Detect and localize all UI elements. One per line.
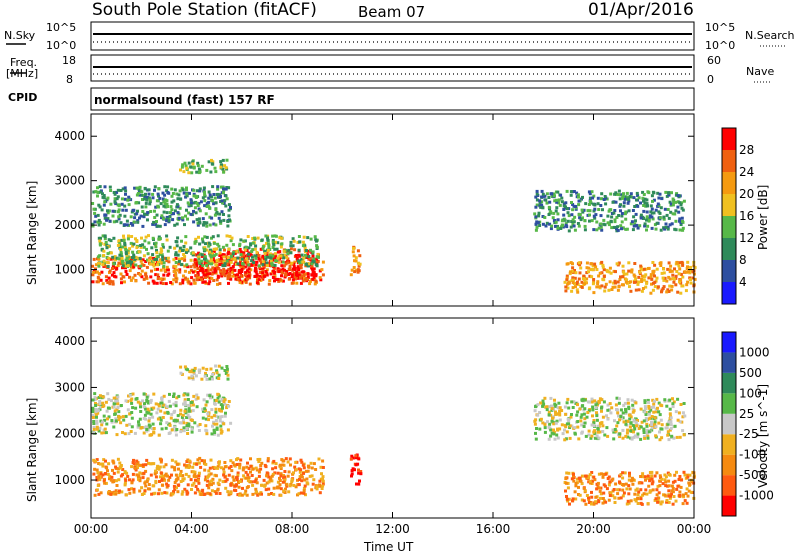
nsearch-tick-top: 10^5 (705, 21, 736, 34)
velocity-region-2 (179, 364, 230, 381)
freq-panel-frame (90, 54, 695, 82)
velocity-colorbar-segment (722, 332, 736, 353)
power-region-7 (563, 260, 697, 295)
xtick-label-2: 08:00 (275, 522, 310, 536)
nave-label: Nave (746, 65, 775, 78)
xtick-label-3: 12:00 (375, 522, 410, 536)
power-colorbar-segment (722, 128, 736, 150)
velocity-ytick-3: 4000 (54, 334, 85, 348)
xtick-label-1: 04:00 (174, 522, 209, 536)
xtick-label-0: 00:00 (74, 522, 109, 536)
station-title: South Pole Station (fitACF) (92, 0, 317, 20)
nave-tick-top: 60 (707, 54, 721, 67)
power-colorbar-tick-2: 12 (739, 231, 754, 245)
cpid-panel-frame (90, 87, 695, 111)
power-ytick-3: 4000 (54, 129, 85, 143)
velocity-region-4 (533, 396, 687, 442)
velocity-colorbar-segment (722, 475, 736, 496)
power-region-5 (349, 245, 362, 277)
nsearch-tick-bottom: 10^0 (705, 39, 736, 52)
velocity-colorbar-tick-0: -1000 (739, 489, 774, 503)
cpid-value: normalsound (fast) 157 RF (94, 93, 275, 107)
power-colorbar-tick-6: 28 (739, 143, 754, 157)
freq-label: Freq. (10, 56, 38, 69)
power-colorbar-tick-5: 24 (739, 165, 754, 179)
power-colorbar-segment (722, 150, 736, 172)
power-ytick-0: 1000 (54, 263, 85, 277)
power-colorbar-frame (721, 127, 737, 305)
power-colorbar-segment (722, 238, 736, 260)
power-colorbar-segment (722, 282, 736, 304)
velocity-region-3 (349, 453, 363, 486)
power-region-6 (533, 189, 686, 233)
velocity-colorbar-segment (722, 393, 736, 414)
velocity-colorbar-tick-7: 1000 (739, 345, 770, 359)
power-colorbar-segment (722, 260, 736, 282)
cpid-label: CPID (8, 91, 38, 104)
velocity-colorbar-tick-2: -100 (739, 448, 766, 462)
nsearch-label: N.Search (745, 29, 795, 42)
velocity-ytick-0: 1000 (54, 473, 85, 487)
date-label: 01/Apr/2016 (588, 0, 694, 20)
xlabel: Time UT (364, 540, 414, 554)
velocity-colorbar-tick-1: -500 (739, 468, 766, 482)
velocity-ytick-2: 3000 (54, 380, 85, 394)
velocity-colorbar-tick-5: 100 (739, 386, 762, 400)
velocity-colorbar-segment (722, 495, 736, 516)
power-colorbar-tick-0: 4 (739, 275, 747, 289)
velocity-colorbar-segment (722, 454, 736, 476)
xtick-label-6: 00:00 (677, 522, 712, 536)
freq-tick-top: 18 (62, 54, 76, 67)
velocity-colorbar-frame (721, 331, 737, 517)
power-region-4 (179, 158, 229, 175)
nsky-label: N.Sky (4, 29, 36, 42)
power-colorbar-segment (722, 216, 736, 238)
power-region-3 (91, 185, 232, 228)
xtick-label-4: 16:00 (476, 522, 511, 536)
velocity-colorbar-segment (722, 372, 736, 394)
velocity-colorbar-tick-4: 25 (739, 407, 754, 421)
power-ytick-2: 3000 (54, 174, 85, 188)
velocity-region-5 (563, 470, 696, 506)
velocity-colorbar-segment (722, 352, 736, 373)
power-colorbar-segment (722, 194, 736, 216)
nsky-tick-bottom: 10^0 (46, 39, 77, 52)
beam-label: Beam 07 (358, 3, 426, 21)
freq-tick-bottom: 8 (66, 73, 73, 86)
power-ytick-1: 2000 (54, 218, 85, 232)
power-colorbar-label: Power [dB] (756, 184, 770, 250)
velocity-ytick-1: 2000 (54, 427, 85, 441)
power-region-2 (96, 234, 320, 268)
velocity-region-1 (91, 392, 233, 437)
velocity-region-0 (92, 456, 325, 497)
power-colorbar-tick-4: 20 (739, 187, 754, 201)
velocity-colorbar-label: Velocity [m s^-1] (756, 383, 770, 488)
velocity-colorbar-segment (722, 434, 736, 455)
power-colorbar-segment (722, 172, 736, 194)
power-ylabel: Slant Range [km] (25, 180, 39, 285)
power-colorbar-tick-3: 16 (739, 209, 754, 223)
velocity-ylabel: Slant Range [km] (25, 397, 39, 502)
power-colorbar-tick-1: 8 (739, 253, 747, 267)
nsky-panel-frame (90, 21, 695, 51)
nave-tick-bottom: 0 (707, 73, 714, 86)
velocity-colorbar-segment (722, 413, 736, 435)
velocity-colorbar-tick-6: 500 (739, 366, 762, 380)
nsky-tick-top: 10^5 (46, 21, 77, 34)
xtick-label-5: 20:00 (576, 522, 611, 536)
velocity-colorbar-tick-3: -25 (739, 427, 759, 441)
